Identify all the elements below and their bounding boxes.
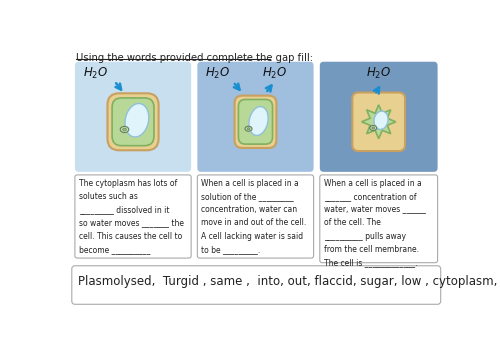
- FancyBboxPatch shape: [75, 175, 191, 258]
- FancyBboxPatch shape: [198, 175, 314, 258]
- Text: $H_2O$: $H_2O$: [205, 65, 231, 81]
- Ellipse shape: [245, 126, 252, 131]
- Ellipse shape: [247, 128, 250, 130]
- FancyBboxPatch shape: [352, 92, 405, 151]
- Text: $H_2O$: $H_2O$: [84, 65, 108, 81]
- Ellipse shape: [372, 127, 374, 129]
- FancyBboxPatch shape: [234, 96, 277, 148]
- FancyBboxPatch shape: [320, 62, 438, 172]
- Text: $H_2O$: $H_2O$: [262, 65, 287, 81]
- Text: When a cell is placed in a
_______ concentration of
water, water moves ______
of: When a cell is placed in a _______ conce…: [324, 179, 426, 267]
- FancyBboxPatch shape: [238, 99, 272, 144]
- Ellipse shape: [249, 107, 268, 136]
- Text: Using the words provided complete the gap fill:: Using the words provided complete the ga…: [76, 53, 314, 63]
- Text: $H_2O$: $H_2O$: [366, 65, 392, 81]
- Ellipse shape: [370, 125, 377, 131]
- Text: Plasmolysed,  Turgid , same ,  into, out, flaccid, sugar, low , cytoplasm,: Plasmolysed, Turgid , same , into, out, …: [78, 275, 498, 288]
- Text: The cytoplasm has lots of
solutes such as
_________ dissolved in it
so water mov: The cytoplasm has lots of solutes such a…: [79, 179, 184, 254]
- FancyBboxPatch shape: [75, 62, 191, 172]
- FancyBboxPatch shape: [320, 175, 438, 263]
- FancyBboxPatch shape: [108, 93, 158, 150]
- FancyBboxPatch shape: [72, 266, 440, 304]
- Ellipse shape: [374, 111, 388, 130]
- Ellipse shape: [125, 103, 149, 137]
- Polygon shape: [362, 105, 396, 139]
- FancyBboxPatch shape: [198, 62, 314, 172]
- Ellipse shape: [123, 128, 126, 131]
- Text: When a cell is placed in a
solution of the _________
concentration, water can
mo: When a cell is placed in a solution of t…: [201, 179, 306, 254]
- FancyBboxPatch shape: [112, 98, 154, 145]
- Ellipse shape: [120, 126, 129, 132]
